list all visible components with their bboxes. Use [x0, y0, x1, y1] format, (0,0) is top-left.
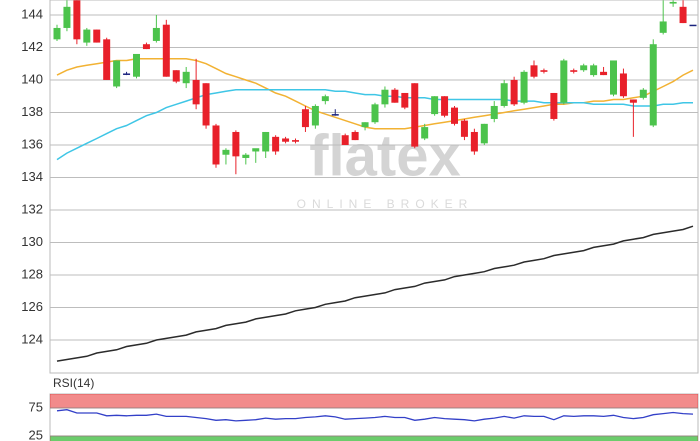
candle-body — [610, 60, 617, 95]
y-tick-label: 134 — [21, 169, 43, 184]
candle-body — [53, 27, 61, 40]
candle-body — [262, 131, 270, 152]
candle-body — [649, 44, 657, 126]
watermark-tagline: ONLINE BROKER — [297, 197, 474, 211]
candle-body — [202, 83, 210, 126]
y-tick-label: 140 — [21, 71, 43, 86]
candle-body — [103, 39, 111, 80]
candle-body — [470, 131, 478, 152]
candle-body — [162, 24, 170, 77]
candle-body — [381, 89, 389, 105]
candle-body — [301, 109, 309, 128]
candle-body — [152, 27, 160, 41]
candle-body — [83, 29, 91, 43]
y-tick-label: 144 — [21, 6, 43, 21]
candle-body — [510, 79, 518, 105]
candle-body — [232, 131, 240, 157]
candle-body — [619, 73, 627, 97]
candle-body — [172, 70, 180, 82]
y-tick-label: 128 — [21, 266, 43, 281]
candle-body — [530, 65, 538, 77]
rsi-line — [56, 409, 694, 422]
candle-body — [311, 105, 319, 126]
candle-body — [401, 92, 409, 108]
y-tick-label: 130 — [21, 234, 43, 249]
y-tick-label: 136 — [21, 136, 43, 151]
y-tick-label: 132 — [21, 201, 43, 216]
candle-body — [411, 83, 419, 147]
candle-body — [252, 148, 260, 152]
rsi-layer — [50, 394, 698, 441]
candle-body — [133, 53, 140, 77]
candle-body — [679, 6, 687, 24]
candle-body — [421, 127, 429, 139]
candle-body — [451, 107, 458, 124]
candle-body — [431, 96, 439, 115]
y-tick-label: 75 — [29, 399, 43, 414]
candle-body — [371, 104, 379, 123]
plot-frame — [49, 0, 699, 374]
candle-body — [272, 136, 280, 152]
candle-body — [689, 24, 697, 27]
candle-body — [331, 114, 339, 116]
candle-body — [480, 123, 488, 144]
candle-body — [123, 73, 131, 75]
moving-average-line — [56, 225, 694, 362]
candle-body — [570, 70, 578, 72]
moving-average-line — [56, 88, 693, 161]
candle-body — [560, 60, 568, 103]
watermark-logo: flatex — [309, 123, 461, 188]
candle-body — [182, 71, 190, 84]
candle-body — [73, 0, 81, 40]
candle-body — [580, 65, 588, 71]
candle-body — [212, 125, 220, 165]
candle-body — [590, 65, 598, 76]
candle-body — [292, 140, 299, 142]
candle-body — [361, 122, 369, 128]
candle-body — [242, 154, 250, 158]
rsi-band — [50, 435, 698, 441]
candle-body — [113, 60, 121, 87]
candle-body — [93, 29, 101, 43]
candle-body — [391, 89, 399, 103]
rsi-band — [50, 394, 698, 409]
candle-body — [192, 79, 200, 105]
candle-body — [222, 149, 230, 155]
candles — [53, 0, 697, 362]
candle-body — [520, 71, 528, 103]
y-tick-label: 138 — [21, 104, 43, 119]
candle-body — [639, 89, 647, 98]
candle-body — [490, 105, 498, 119]
candle-body — [321, 96, 329, 102]
candle-body — [142, 44, 150, 50]
candle-body — [282, 138, 290, 142]
candle-body — [659, 21, 667, 33]
candle-body — [629, 99, 637, 103]
candle-body — [351, 131, 359, 141]
y-tick-label: 142 — [21, 39, 43, 54]
candle-body — [500, 83, 508, 106]
candle-body — [341, 135, 349, 145]
rsi-title: RSI(14) — [53, 376, 94, 390]
candle-body — [63, 6, 71, 28]
candle-body — [460, 120, 468, 137]
candle-body — [441, 96, 449, 116]
y-tick-label: 124 — [21, 331, 43, 346]
candle-body — [600, 71, 608, 76]
candle-body — [669, 1, 677, 4]
candle-body — [540, 70, 548, 72]
candle-body — [550, 92, 558, 119]
y-tick-label: 25 — [29, 427, 43, 441]
y-tick-label: 126 — [21, 299, 43, 314]
